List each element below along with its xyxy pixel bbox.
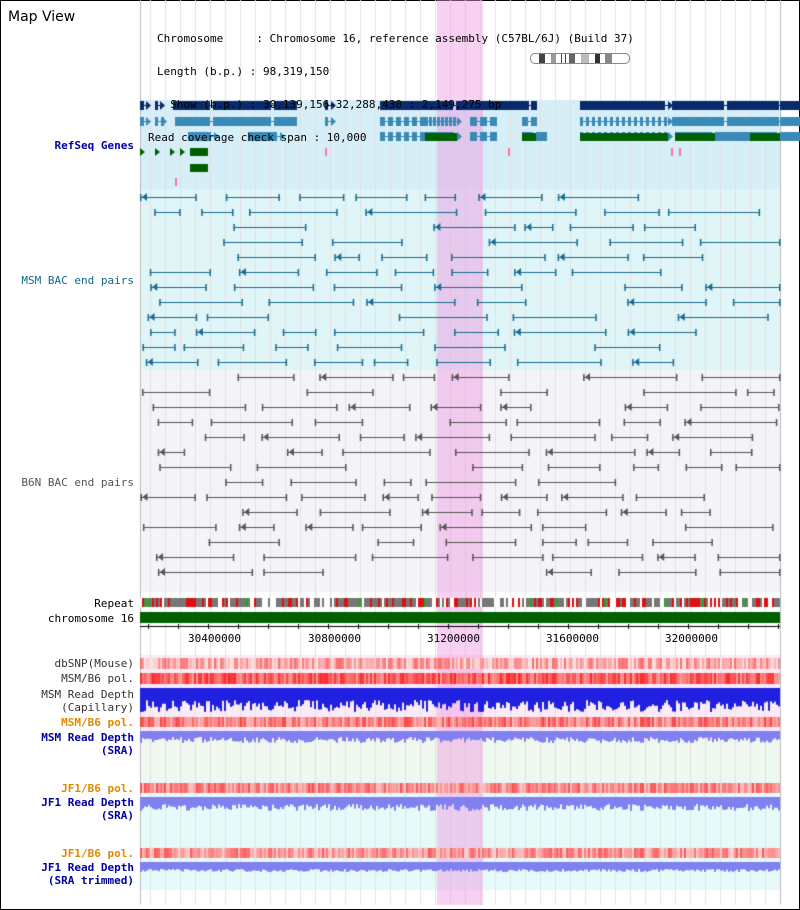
track-label-msm-bac[interactable]: MSM BAC end pairs [21,274,134,287]
track-label-msm-pol-2[interactable]: MSM/B6 pol. [61,716,134,729]
track-label-jf1-pol-1[interactable]: JF1/B6 pol. [61,782,134,795]
track-label-jf1-depth-sra[interactable]: JF1 Read Depth [41,796,134,809]
track-label-jf1-depth-trim-sub: (SRA trimmed) [47,874,134,887]
track-label-repeat: Repeat [94,597,134,610]
track-label-jf1-depth-sra-sub: (SRA) [100,809,134,822]
track-label-msm-depth-sra-sub: (SRA) [100,744,134,757]
track-label-msm-pol-1[interactable]: MSM/B6 pol. [61,672,134,685]
track-label-msm-depth-sra[interactable]: MSM Read Depth [41,731,134,744]
coverage-span-line: Read coverage check span : 10,000 [148,131,367,144]
axis-tick-label: 30800000 [308,632,361,645]
chromosome-ideogram[interactable] [530,53,630,64]
track-label-chromosome: chromosome 16 [47,612,134,625]
length-line: Length (b.p.) : 98,319,150 [157,65,330,78]
page-title: Map View [8,9,76,25]
track-label-jf1-pol-2[interactable]: JF1/B6 pol. [61,847,134,860]
track-label-msm-depth-cap[interactable]: MSM Read Depth [41,688,134,701]
show-range-line: Show (b.p.) : 30,139,156-32,288,430 : 2,… [157,98,502,111]
track-label-dbsnp[interactable]: dbSNP(Mouse) [54,657,134,670]
chromosome-info: Chromosome : Chromosome 16, reference as… [148,11,634,154]
axis-tick-label: 32000000 [665,632,718,645]
track-label-jf1-depth-trim[interactable]: JF1 Read Depth [41,861,134,874]
axis-tick-label: 30400000 [188,632,241,645]
chromosome-line: Chromosome : Chromosome 16, reference as… [157,32,634,45]
track-label-b6n-bac[interactable]: B6N BAC end pairs [21,476,134,489]
track-label-msm-depth-cap-sub: (Capillary) [61,701,134,714]
axis-tick-label: 31200000 [427,632,480,645]
axis-tick-label: 31600000 [546,632,599,645]
current-region-marker [561,54,566,63]
track-label-refseq[interactable]: RefSeq Genes [54,139,134,152]
